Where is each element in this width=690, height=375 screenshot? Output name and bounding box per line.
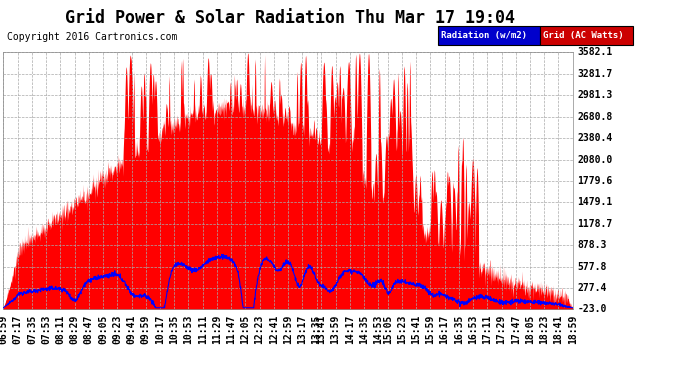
Text: 3582.1: 3582.1 <box>578 48 613 57</box>
Text: 3281.7: 3281.7 <box>578 69 613 79</box>
Text: 13:17: 13:17 <box>297 315 307 344</box>
Text: 09:41: 09:41 <box>126 315 137 344</box>
Text: 10:53: 10:53 <box>184 315 193 344</box>
Text: 11:11: 11:11 <box>198 315 208 344</box>
Text: 1779.6: 1779.6 <box>578 176 613 186</box>
Text: 1479.1: 1479.1 <box>578 197 613 207</box>
Text: 2981.3: 2981.3 <box>578 90 613 100</box>
Text: 18:59: 18:59 <box>568 315 578 344</box>
Text: 16:35: 16:35 <box>454 315 464 344</box>
Text: 11:29: 11:29 <box>212 315 222 344</box>
Text: 15:59: 15:59 <box>426 315 435 344</box>
Text: Radiation (w/m2): Radiation (w/m2) <box>441 31 527 40</box>
Text: 2380.4: 2380.4 <box>578 133 613 143</box>
Text: 07:53: 07:53 <box>41 315 51 344</box>
Text: 10:35: 10:35 <box>169 315 179 344</box>
Text: Grid (AC Watts): Grid (AC Watts) <box>543 31 624 40</box>
Text: 1178.7: 1178.7 <box>578 219 613 229</box>
Text: 17:29: 17:29 <box>497 315 506 344</box>
Text: 09:59: 09:59 <box>141 315 150 344</box>
Text: 15:41: 15:41 <box>411 315 421 344</box>
Text: 18:05: 18:05 <box>525 315 535 344</box>
Text: 16:17: 16:17 <box>440 315 450 344</box>
Text: 14:35: 14:35 <box>359 315 369 344</box>
Text: 2680.8: 2680.8 <box>578 112 613 122</box>
Text: 08:47: 08:47 <box>84 315 94 344</box>
Text: 10:17: 10:17 <box>155 315 165 344</box>
Text: -23.0: -23.0 <box>578 304 607 314</box>
Text: 13:59: 13:59 <box>331 315 340 344</box>
Text: 14:17: 14:17 <box>345 315 355 344</box>
Text: 13:35: 13:35 <box>312 315 322 344</box>
Text: 08:11: 08:11 <box>55 315 66 344</box>
Text: 18:23: 18:23 <box>540 315 549 344</box>
Text: 09:05: 09:05 <box>98 315 108 344</box>
Text: 17:47: 17:47 <box>511 315 521 344</box>
Text: 12:05: 12:05 <box>240 315 250 344</box>
Text: 14:53: 14:53 <box>373 315 383 344</box>
Text: 07:35: 07:35 <box>27 315 37 344</box>
Text: 277.4: 277.4 <box>578 283 607 293</box>
Text: 18:41: 18:41 <box>553 315 564 344</box>
Text: 13:41: 13:41 <box>316 315 326 344</box>
Text: 2080.0: 2080.0 <box>578 154 613 165</box>
Text: 12:23: 12:23 <box>255 315 264 344</box>
Text: 577.8: 577.8 <box>578 262 607 272</box>
Text: 878.3: 878.3 <box>578 240 607 250</box>
Text: 16:53: 16:53 <box>468 315 478 344</box>
Text: 15:05: 15:05 <box>383 315 393 344</box>
Text: 17:11: 17:11 <box>482 315 492 344</box>
Text: 09:23: 09:23 <box>112 315 122 344</box>
Text: Copyright 2016 Cartronics.com: Copyright 2016 Cartronics.com <box>7 32 177 42</box>
Text: 11:47: 11:47 <box>226 315 236 344</box>
Text: 08:29: 08:29 <box>70 315 79 344</box>
Text: 07:17: 07:17 <box>12 315 23 344</box>
Text: Grid Power & Solar Radiation Thu Mar 17 19:04: Grid Power & Solar Radiation Thu Mar 17 … <box>65 9 515 27</box>
Text: 15:23: 15:23 <box>397 315 407 344</box>
Text: 12:41: 12:41 <box>269 315 279 344</box>
Text: 12:59: 12:59 <box>283 315 293 344</box>
Text: 06:59: 06:59 <box>0 315 8 344</box>
